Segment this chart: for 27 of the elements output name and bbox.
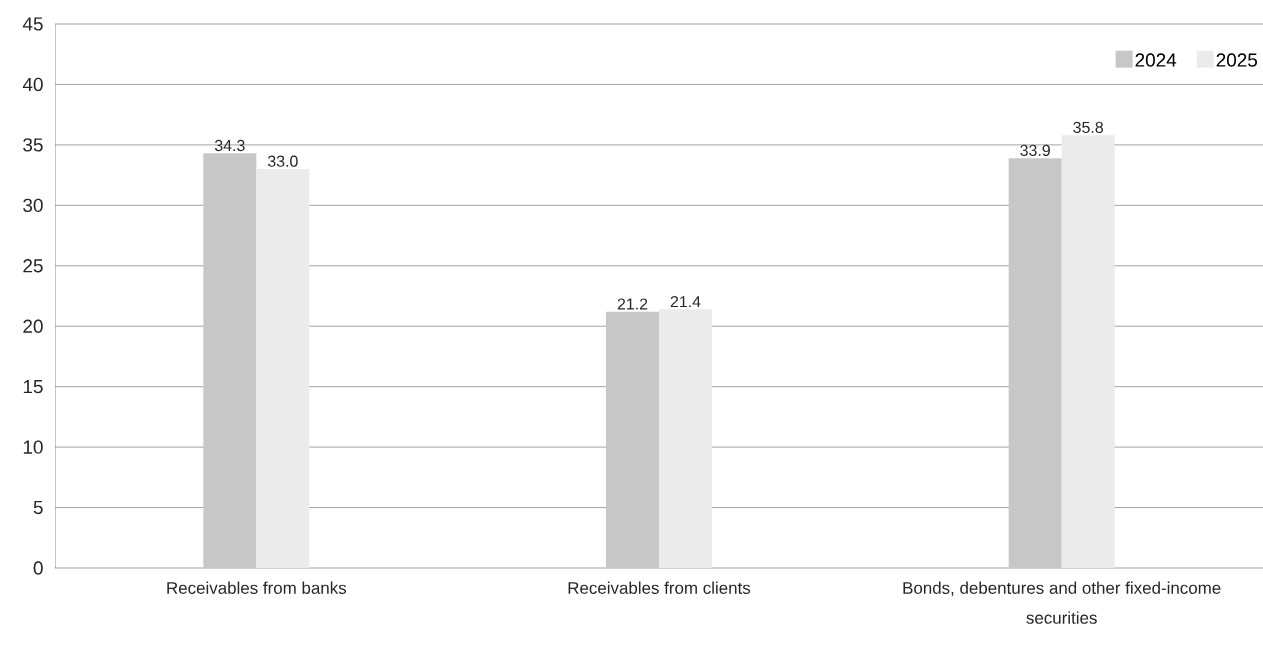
y-tick-label: 35 [23,138,43,152]
data-label: 33.9 [1020,144,1050,156]
data-label: 34.3 [214,139,245,152]
x-tick-label: Receivables from banks [167,581,347,594]
y-tick-label: 45 [22,17,43,31]
data-label: 21.2 [617,298,648,310]
y-tick-label: 25 [23,259,43,273]
bar [203,153,257,568]
bar [256,169,310,568]
y-tick-label: 40 [22,77,43,92]
legend-label: 2025 [1216,53,1258,67]
y-tick-label: 10 [23,440,43,454]
y-tick-label: 20 [23,319,43,333]
data-label: 35.8 [1073,121,1103,134]
bar [659,309,712,568]
y-tick-label: 5 [33,500,43,515]
bar [1008,158,1062,568]
data-label: 21.4 [670,295,701,308]
legend-label: 2024 [1135,53,1177,67]
bar [1061,135,1115,568]
y-tick-label: 15 [23,380,43,394]
x-tick-label: Receivables from clients [568,581,751,594]
x-tick-label: Bonds, debentures and other fixed-income securities [903,581,1221,624]
y-tick-label: 30 [23,198,43,213]
y-tick-label: 0 [33,561,43,575]
data-label: 33.0 [267,155,298,167]
bar [606,311,659,568]
